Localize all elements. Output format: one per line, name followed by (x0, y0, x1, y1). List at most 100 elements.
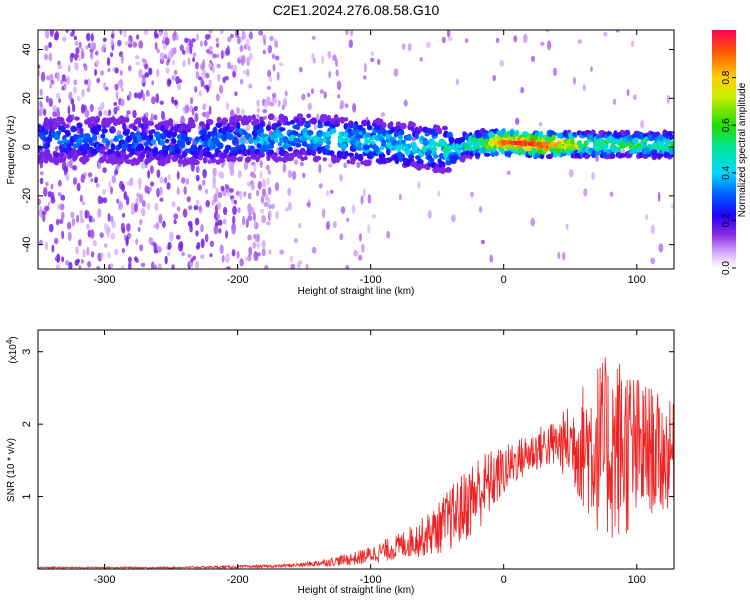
spectrogram-cell (141, 200, 146, 208)
spectrogram-cell (50, 196, 56, 204)
spectrogram-cell (307, 92, 311, 98)
spectrogram-cell (289, 255, 294, 263)
spectrogram-cell (108, 109, 112, 116)
spectrogram-cell (133, 136, 138, 144)
spectrogram-cell (252, 241, 257, 249)
spectrogram-cell (322, 157, 327, 162)
spectrogram-cell (303, 155, 308, 161)
spectrogram-cell (370, 51, 375, 56)
spectrogram-cell (276, 133, 284, 139)
spectrogram-cell (451, 214, 456, 223)
spectrogram-cell (212, 167, 217, 177)
spectrogram-cell (276, 71, 280, 81)
spectrogram-cell (216, 214, 220, 219)
spectrogram-cell (239, 45, 244, 53)
snr-x-axis-label: Height of straight line (km) (298, 585, 415, 596)
spectrogram-cell (220, 49, 224, 60)
snr-x-ticks: -300 -200 -100 0 100 (94, 330, 646, 586)
spectrogram-cell (200, 254, 205, 259)
spectrogram-cell (246, 124, 251, 131)
spectrogram-cell (591, 171, 595, 180)
spectrogram-cell (108, 180, 111, 188)
snr-frame (37, 329, 675, 570)
spectrogram-cell (322, 208, 326, 219)
spectrogram-cell (421, 145, 428, 153)
y-tick-label: 1 (21, 494, 33, 500)
spectrogram-cell (146, 89, 150, 97)
spectrogram-cell (249, 147, 256, 152)
spectrogram-cell (251, 184, 255, 191)
spectrogram-cell (202, 156, 208, 164)
spectrogram-cell (94, 50, 99, 56)
colorbar-label: Normalized spectral amplitude (737, 82, 748, 217)
spectrogram-cell (84, 133, 91, 139)
spectrogram-cell (72, 133, 78, 141)
spectrogram-cell (441, 166, 446, 172)
spectrogram-cell (160, 110, 165, 120)
spectrogram-cell (190, 119, 195, 126)
spectrogram-cell (151, 96, 156, 105)
spectrogram-cell (100, 134, 105, 139)
spectrogram-cell (243, 191, 247, 197)
x-tick-label: -100 (360, 274, 382, 286)
spectrogram-cell (155, 93, 160, 104)
spectrogram-cell (386, 230, 391, 239)
spectrogram-cell (114, 67, 119, 74)
x-tick-label: 100 (628, 574, 646, 586)
spectrogram-cell (306, 113, 312, 119)
spectrogram-cell (171, 96, 175, 104)
spectrogram-cell (165, 132, 173, 139)
spectrogram-cell (278, 141, 283, 147)
spectrogram-cell (90, 251, 95, 258)
spectrogram-cell (117, 39, 122, 47)
spectrogram-cell (166, 182, 171, 190)
spectrogram-cell (139, 218, 143, 226)
spectrogram-cell (135, 61, 140, 66)
spectrogram-cell (621, 148, 626, 154)
spectrogram-cell (208, 79, 212, 89)
spectrogram-cell (116, 134, 124, 140)
spectrogram-cell (201, 111, 207, 118)
spectrogram-cell (193, 105, 198, 112)
spectrogram-cell (58, 152, 65, 158)
spectrogram-cell (277, 156, 283, 162)
spectrogram-cell (193, 204, 199, 211)
x-tick-label: 0 (501, 274, 507, 286)
spectrogram-cell (208, 30, 213, 34)
spectrogram-cell (538, 130, 544, 138)
spectrogram-cell (671, 135, 674, 140)
spectrogram-cell (148, 67, 153, 76)
spectrogram-cell (126, 195, 130, 206)
spectrogram-cell (122, 123, 127, 131)
spectrogram-cell (256, 241, 260, 250)
spectrogram-cell (370, 57, 375, 63)
spectrogram-cell (176, 206, 181, 212)
spectrogram-cell (48, 223, 54, 233)
chart-title: C2E1.2024.276.08.58.G10 (273, 2, 440, 18)
spectrogram-cell (94, 179, 98, 184)
spectrogram-cell (246, 56, 250, 67)
spectrogram-cell (365, 138, 372, 144)
spectrogram-cell (208, 105, 212, 116)
spectrogram-cell (181, 251, 185, 257)
spectrogram-cell (492, 74, 496, 82)
spectrogram-cell (154, 131, 161, 139)
spectrogram-cell (100, 252, 104, 259)
spectrogram-cell (162, 220, 166, 228)
spectrogram-cell (311, 35, 316, 40)
spectrogram-cell (283, 97, 287, 107)
spectrogram-cell (364, 132, 371, 138)
spectrogram-cell (56, 130, 62, 135)
snr-scale-suffix: ) (8, 336, 19, 339)
spectrogram-cell (530, 55, 536, 63)
spectrogram-cell (81, 259, 84, 264)
spectrogram-cell (275, 40, 278, 49)
spectrogram-cell (39, 239, 43, 246)
spectrogram-cell (148, 133, 154, 141)
spectrogram-cell (145, 111, 149, 118)
spectrogram-cell (437, 190, 441, 198)
spectrogram-cell (72, 177, 78, 185)
spectrogram-cell (624, 129, 631, 136)
spectrogram-cell (118, 201, 123, 211)
